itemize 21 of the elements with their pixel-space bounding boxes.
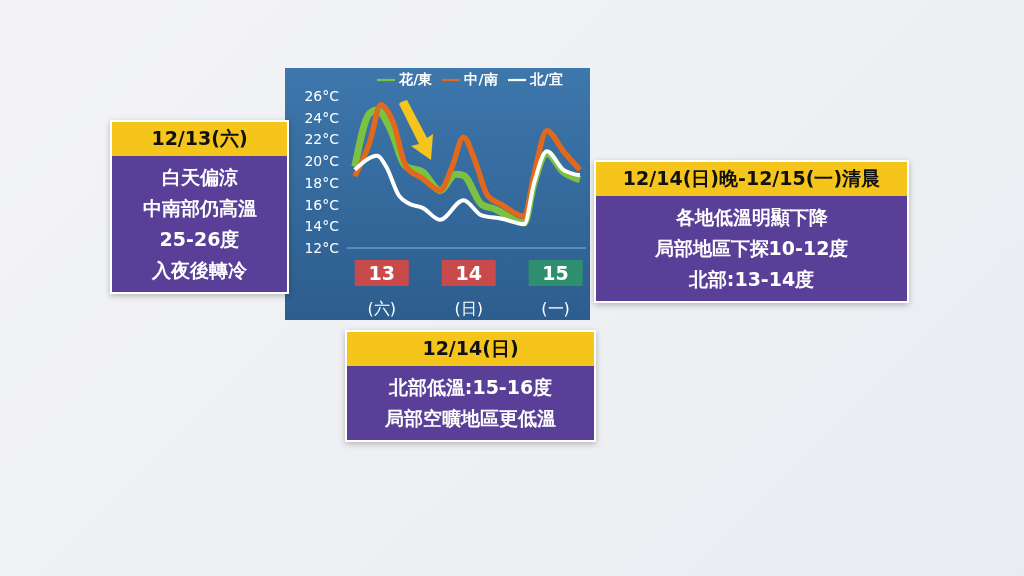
x-tick-label: 15 (一) <box>541 262 570 318</box>
y-tick-label: 18°C <box>304 174 340 191</box>
x-tick-label: 13 (六) <box>367 262 397 318</box>
legend-label: 中/南 <box>464 71 498 87</box>
y-tick-label: 26°C <box>304 87 340 104</box>
card-panel: 北部低溫:15-16度 局部空曠地區更低溫 <box>347 366 594 440</box>
y-tick-label: 24°C <box>304 109 340 126</box>
line-series <box>352 149 582 227</box>
card-panel: 白天偏涼 中南部仍高溫 25-26度 入夜後轉冷 <box>112 156 287 292</box>
x-tick-label: 14 (日) <box>454 262 483 318</box>
y-tick-label: 14°C <box>304 218 340 235</box>
text: 12/14(日)晚-12/15(一)清晨 <box>596 162 907 196</box>
y-tick-label: 12°C <box>304 239 340 256</box>
text: 12/13(六) <box>112 122 287 156</box>
card-panel: 各地低溫明顯下降 局部地區下探10-12度 北部:13-14度 <box>596 196 907 301</box>
legend-label: 北/宜 <box>529 71 563 87</box>
y-tick-label: 22°C <box>304 131 340 148</box>
text: 12/14(日) <box>347 332 594 366</box>
legend-label: 花/東 <box>399 71 433 87</box>
y-tick-label: 16°C <box>304 196 340 213</box>
y-tick-label: 20°C <box>304 153 340 170</box>
